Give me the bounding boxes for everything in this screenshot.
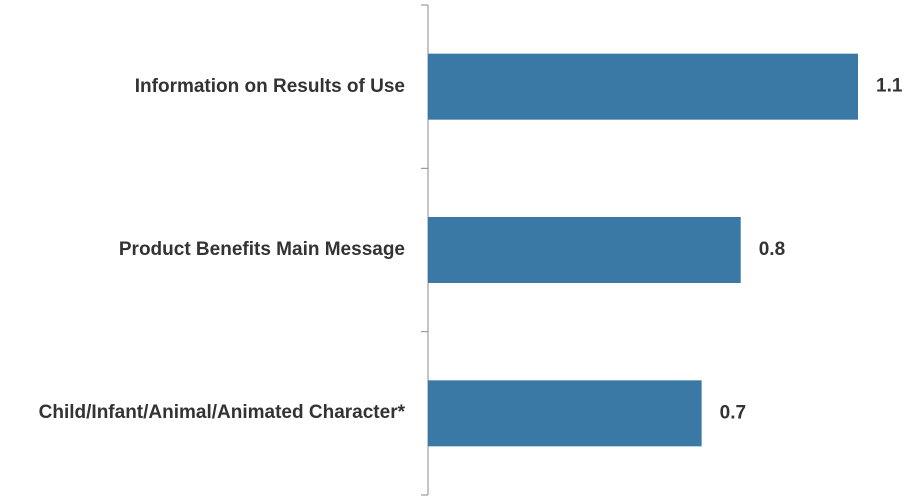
value-label: 0.7 [720, 402, 746, 423]
category-label: Product Benefits Main Message [118, 239, 405, 260]
bar [428, 380, 702, 447]
bar [428, 217, 741, 283]
category-label-box: Information on Results of Use [0, 75, 405, 99]
category-label-box: Product Benefits Main Message [0, 238, 405, 262]
bar [428, 53, 858, 120]
value-label: 0.8 [759, 239, 785, 260]
category-label: Information on Results of Use [134, 75, 405, 97]
category-label: Child/Infant/Animal/Animated Character* [38, 402, 405, 424]
category-label-box: Child/Infant/Animal/Animated Character* [0, 401, 405, 425]
value-label: 1.1 [876, 76, 903, 97]
